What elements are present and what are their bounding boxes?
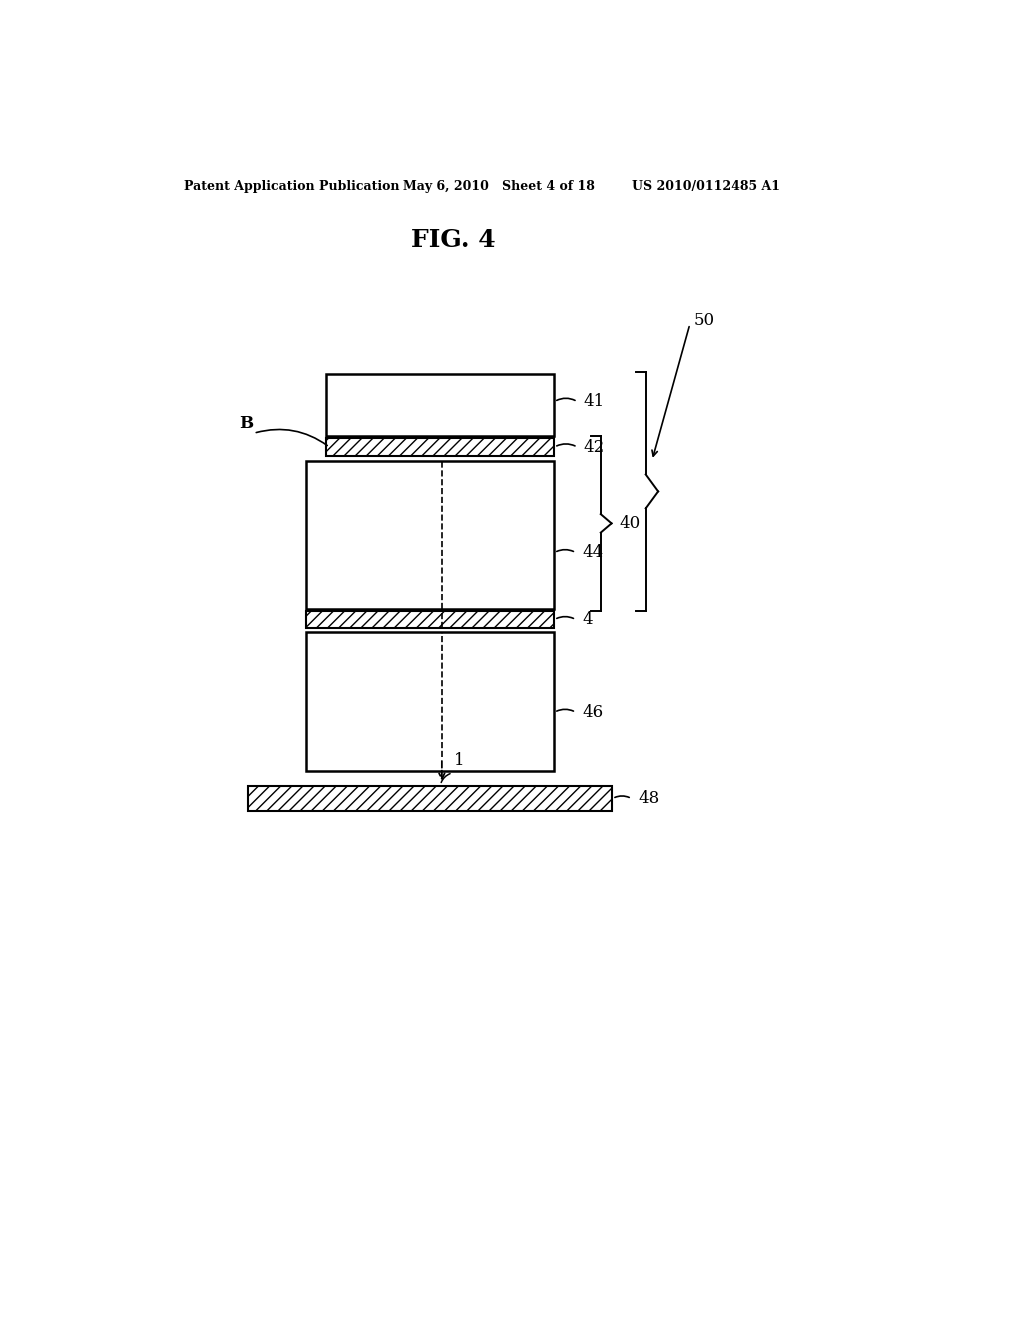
Text: 42: 42 <box>584 438 605 455</box>
Text: 50: 50 <box>693 312 715 329</box>
Text: US 2010/0112485 A1: US 2010/0112485 A1 <box>632 180 779 193</box>
Bar <box>326 374 554 436</box>
Bar <box>248 785 612 812</box>
Text: B: B <box>240 414 254 432</box>
Text: 46: 46 <box>583 704 603 721</box>
Text: Patent Application Publication: Patent Application Publication <box>183 180 399 193</box>
Text: FIG. 4: FIG. 4 <box>412 227 496 252</box>
Text: 41: 41 <box>584 393 605 411</box>
Bar <box>306 632 554 771</box>
Text: 4: 4 <box>583 611 593 628</box>
Text: 44: 44 <box>583 544 603 561</box>
Bar <box>306 461 554 609</box>
Text: May 6, 2010   Sheet 4 of 18: May 6, 2010 Sheet 4 of 18 <box>403 180 595 193</box>
Text: 1: 1 <box>454 752 464 770</box>
Bar <box>306 611 554 628</box>
Bar <box>326 438 554 457</box>
Text: 40: 40 <box>620 515 641 532</box>
Text: 48: 48 <box>638 791 659 807</box>
